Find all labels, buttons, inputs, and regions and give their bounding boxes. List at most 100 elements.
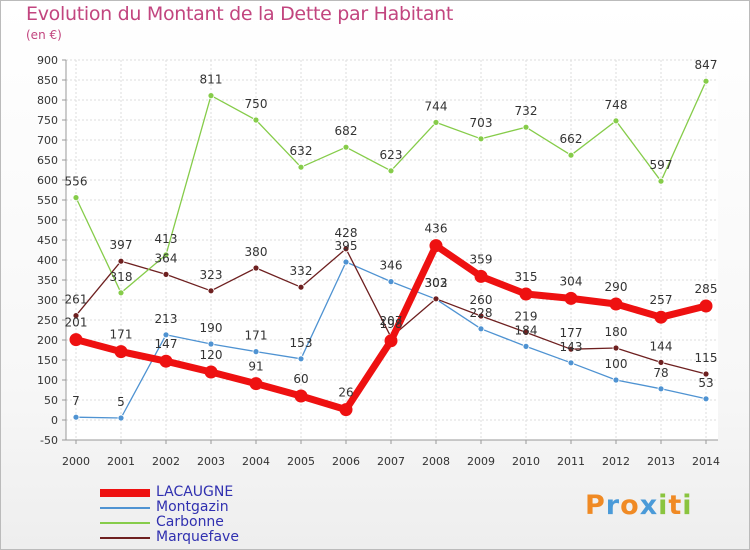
y-tick-label: 150 (37, 354, 58, 367)
data-point-carbonne (117, 289, 125, 297)
y-tick-label: 400 (37, 254, 58, 267)
data-point-montgazin (702, 395, 710, 403)
data-point-lacaugne (69, 333, 83, 347)
y-tick-label: -50 (40, 434, 58, 447)
data-point-montgazin (612, 376, 620, 384)
data-label-montgazin: 171 (245, 329, 268, 343)
data-label-marquefave: 260 (470, 293, 493, 307)
data-label-marquefave: 219 (515, 309, 538, 323)
data-label-lacaugne: 285 (695, 282, 718, 296)
data-point-carbonne (162, 251, 170, 259)
x-tick-label: 2013 (647, 455, 675, 468)
data-point-lacaugne (519, 287, 533, 301)
data-point-lacaugne (384, 334, 398, 348)
data-point-marquefave (342, 245, 350, 253)
data-point-montgazin (342, 258, 350, 266)
data-point-montgazin (567, 359, 575, 367)
y-tick-label: 250 (37, 314, 58, 327)
data-point-montgazin (387, 278, 395, 286)
data-point-montgazin (522, 342, 530, 350)
data-label-marquefave: 323 (200, 268, 223, 282)
y-tick-label: 900 (37, 54, 58, 67)
data-label-montgazin: 153 (290, 336, 313, 350)
y-tick-label: 650 (37, 154, 58, 167)
data-point-lacaugne (654, 310, 668, 324)
data-point-carbonne (432, 119, 440, 126)
data-point-carbonne (477, 135, 485, 143)
data-label-montgazin: 78 (653, 366, 668, 380)
data-label-lacaugne: 359 (470, 252, 493, 266)
data-point-marquefave (477, 312, 485, 320)
data-point-lacaugne (339, 403, 353, 417)
data-point-carbonne (567, 151, 575, 159)
data-point-carbonne (342, 143, 350, 151)
data-point-carbonne (522, 123, 530, 131)
data-label-lacaugne: 26 (338, 386, 353, 400)
data-label-marquefave: 180 (605, 325, 628, 339)
data-point-montgazin (72, 413, 80, 421)
data-label-montgazin: 190 (200, 321, 223, 335)
data-label-marquefave: 380 (245, 245, 268, 259)
x-tick-label: 2014 (692, 455, 720, 468)
x-tick-label: 2008 (422, 455, 450, 468)
x-tick-label: 2000 (62, 455, 90, 468)
data-point-montgazin (657, 385, 665, 393)
data-point-marquefave (252, 264, 260, 272)
data-point-lacaugne (429, 239, 443, 253)
data-point-carbonne (207, 92, 215, 99)
data-label-lacaugne: 60 (293, 372, 308, 386)
data-label-carbonne: 744 (425, 99, 448, 113)
y-tick-label: 50 (44, 394, 58, 407)
data-label-carbonne: 732 (515, 104, 538, 118)
data-label-montgazin: 100 (605, 357, 628, 371)
data-point-lacaugne (699, 299, 713, 313)
data-point-marquefave (117, 257, 125, 265)
data-point-marquefave (432, 295, 440, 303)
logo-letter: x (639, 490, 659, 521)
data-label-carbonne: 318 (110, 270, 133, 284)
data-point-marquefave (567, 345, 575, 353)
y-tick-label: 200 (37, 334, 58, 347)
data-label-montgazin: 302 (425, 276, 448, 290)
x-tick-label: 2002 (152, 455, 180, 468)
data-point-lacaugne (474, 269, 488, 283)
x-tick-label: 2006 (332, 455, 360, 468)
chart-title: Evolution du Montant de la Dette par Hab… (26, 3, 454, 25)
data-point-marquefave (657, 358, 665, 366)
data-point-marquefave (522, 328, 530, 336)
data-label-carbonne: 632 (290, 144, 313, 158)
x-tick-label: 2011 (557, 455, 585, 468)
logo-letter: r (605, 490, 621, 521)
data-point-carbonne (702, 77, 710, 85)
data-point-montgazin (477, 325, 485, 333)
data-label-carbonne: 703 (470, 116, 493, 130)
data-point-marquefave (702, 370, 710, 378)
x-tick-label: 2003 (197, 455, 225, 468)
logo-letter: t (668, 490, 683, 521)
data-label-carbonne: 682 (335, 124, 358, 138)
data-label-carbonne: 662 (560, 132, 583, 146)
data-point-lacaugne (204, 365, 218, 379)
data-label-lacaugne: 315 (515, 270, 538, 284)
logo-letter: P (585, 490, 606, 521)
y-tick-label: 850 (37, 74, 58, 87)
data-label-lacaugne: 257 (650, 293, 673, 307)
logo-letter: o (620, 490, 640, 521)
data-point-carbonne (72, 194, 80, 202)
data-label-montgazin: 53 (698, 376, 713, 390)
data-point-carbonne (387, 167, 395, 175)
data-point-lacaugne (294, 389, 308, 403)
data-label-marquefave: 115 (695, 351, 718, 365)
data-label-lacaugne: 201 (65, 316, 88, 330)
data-label-marquefave: 261 (65, 293, 88, 307)
data-point-montgazin (162, 331, 170, 339)
data-point-carbonne (657, 177, 665, 185)
data-label-marquefave: 303 (425, 276, 448, 290)
y-tick-label: 750 (37, 114, 58, 127)
data-label-montgazin: 5 (117, 395, 125, 409)
y-tick-label: 100 (37, 374, 58, 387)
y-tick-label: 350 (37, 274, 58, 287)
chart-subtitle: (en €) (26, 28, 62, 42)
y-tick-label: 600 (37, 174, 58, 187)
y-tick-label: 800 (37, 94, 58, 107)
